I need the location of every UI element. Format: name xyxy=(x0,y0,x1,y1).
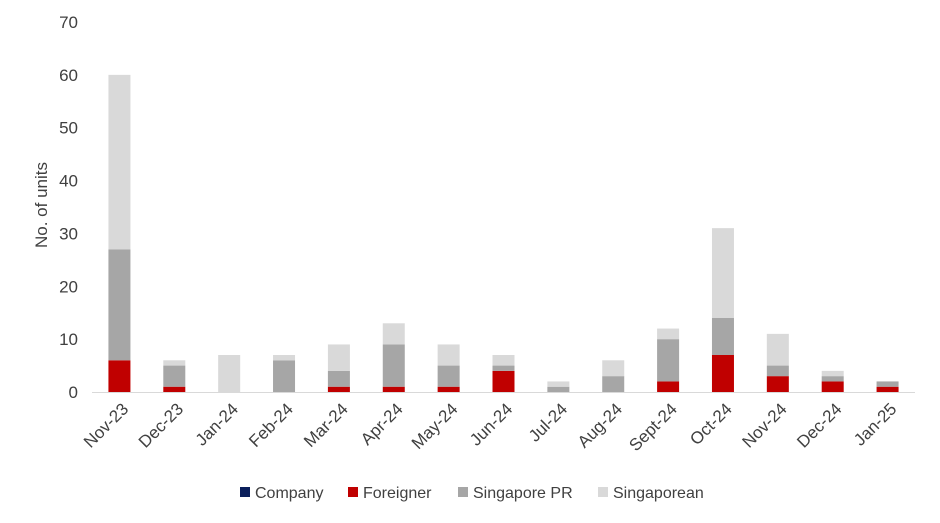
bar-segment-singapore-pr xyxy=(273,360,296,392)
x-tick-label: Feb-24 xyxy=(245,399,297,451)
bar-segment-foreigner xyxy=(163,386,186,392)
x-tick-label: Jun-24 xyxy=(466,399,516,449)
bar-segment-singapore-pr xyxy=(163,365,186,387)
legend-swatch-singaporean xyxy=(598,487,608,497)
bar-segment-singaporean xyxy=(766,333,789,366)
legend-swatch-singapore-pr xyxy=(458,487,468,497)
bar-segment-singapore-pr xyxy=(876,381,899,387)
bar-segment-singaporean xyxy=(163,360,186,366)
bar-segment-singapore-pr xyxy=(711,318,734,355)
bar-segment-singapore-pr xyxy=(382,344,405,387)
y-tick-label: 30 xyxy=(59,224,78,243)
bar-segment-singapore-pr xyxy=(492,365,515,371)
y-tick-label: 0 xyxy=(69,383,78,402)
bar-segment-singapore-pr xyxy=(327,370,350,387)
legend-label: Company xyxy=(255,485,323,502)
x-tick-label: Dec-23 xyxy=(135,399,187,451)
legend-swatch-foreigner xyxy=(348,487,358,497)
bar-segment-foreigner xyxy=(382,386,405,392)
x-tick-label: Dec-24 xyxy=(793,399,845,451)
legend-swatch-company xyxy=(240,487,250,497)
bar-segment-foreigner xyxy=(108,360,131,392)
x-tick-label: Apr-24 xyxy=(357,399,407,449)
bar-segment-singapore-pr xyxy=(766,365,789,377)
bar-segment-singaporean xyxy=(437,344,460,366)
bar-segment-singaporean xyxy=(218,355,241,392)
y-tick-label: 20 xyxy=(59,277,78,296)
bar-segment-singapore-pr xyxy=(437,365,460,387)
y-tick-label: 40 xyxy=(59,172,78,191)
bar-segment-singaporean xyxy=(382,323,405,345)
x-tick-label: Oct-24 xyxy=(686,399,736,449)
bar-segment-foreigner xyxy=(876,386,899,392)
x-tick-label: Jan-25 xyxy=(850,399,900,449)
y-axis-ticks: 0 10 20 30 40 50 60 70 xyxy=(59,13,78,402)
x-tick-label: May-24 xyxy=(408,399,462,453)
bar-segment-foreigner xyxy=(437,386,460,392)
y-tick-label: 10 xyxy=(59,330,78,349)
bar-segment-singaporean xyxy=(711,228,734,318)
bar-segment-foreigner xyxy=(492,370,515,392)
bar-segment-singaporean xyxy=(657,328,680,340)
bar-segment-foreigner xyxy=(657,381,680,392)
x-tick-label: Jan-24 xyxy=(192,399,242,449)
bar-segment-singaporean xyxy=(273,355,296,361)
bar-segment-singaporean xyxy=(327,344,350,371)
x-tick-label: Nov-24 xyxy=(738,399,790,451)
x-tick-label: Sept-24 xyxy=(625,399,681,455)
bar-segment-singaporean xyxy=(602,360,625,377)
bar-segment-singapore-pr xyxy=(821,376,844,382)
x-tick-label: Mar-24 xyxy=(300,399,352,451)
bar-segment-foreigner xyxy=(711,355,734,392)
x-tick-label: Jul-24 xyxy=(525,399,571,445)
legend-label: Foreigner xyxy=(363,485,432,502)
bar-segment-foreigner xyxy=(327,386,350,392)
bar-segment-singaporean xyxy=(547,381,570,387)
bar-segment-singaporean xyxy=(821,370,844,377)
bar-segment-singapore-pr xyxy=(657,339,680,382)
x-axis-ticks: Nov-23 Dec-23 Jan-24 Feb-24 Mar-24 Apr-24 May-… xyxy=(80,399,900,455)
y-axis-title: No. of units xyxy=(32,162,51,248)
bar-segment-singapore-pr xyxy=(602,376,625,392)
bar-segment-foreigner xyxy=(821,381,844,392)
legend-label: Singaporean xyxy=(613,485,704,502)
legend: Company Foreigner Singapore PR Singaporean xyxy=(240,485,704,502)
y-tick-label: 70 xyxy=(59,13,78,32)
bars-group xyxy=(108,74,899,392)
bar-segment-singaporean xyxy=(108,74,131,250)
x-tick-label: Aug-24 xyxy=(574,399,626,451)
bar-segment-singapore-pr xyxy=(108,249,131,361)
bar-segment-foreigner xyxy=(766,376,789,392)
y-tick-label: 50 xyxy=(59,119,78,138)
y-tick-label: 60 xyxy=(59,66,78,85)
bar-segment-singaporean xyxy=(492,355,515,366)
bar-segment-singapore-pr xyxy=(547,386,570,392)
legend-label: Singapore PR xyxy=(473,485,573,502)
x-tick-label: Nov-23 xyxy=(80,399,132,451)
